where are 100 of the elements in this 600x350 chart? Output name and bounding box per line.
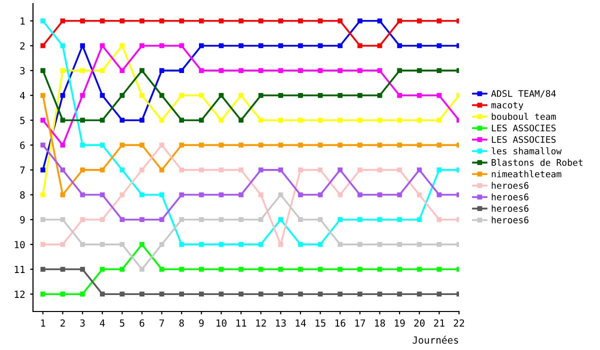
point	[278, 142, 284, 148]
point	[377, 242, 382, 247]
point	[140, 292, 144, 297]
point	[258, 292, 264, 297]
x-tick-label: 22	[454, 319, 464, 327]
x-tick-label: 4	[100, 319, 105, 327]
legend-label: macoty	[491, 102, 524, 110]
point	[358, 192, 362, 198]
point	[436, 118, 442, 123]
point	[416, 292, 422, 297]
point	[416, 68, 422, 73]
point	[159, 118, 164, 123]
point	[358, 18, 362, 24]
y-tick-label: 8	[20, 191, 25, 199]
point	[238, 266, 244, 272]
point	[179, 18, 184, 24]
point	[60, 118, 66, 123]
point	[179, 167, 184, 172]
point	[416, 192, 422, 198]
point	[258, 43, 264, 48]
point	[218, 92, 224, 98]
point	[60, 92, 66, 98]
point	[436, 167, 442, 172]
point	[40, 292, 46, 297]
point	[436, 18, 442, 24]
point	[436, 68, 442, 73]
point	[318, 167, 323, 172]
x-tick-label: 8	[179, 319, 184, 327]
point	[100, 242, 105, 247]
point	[40, 266, 46, 272]
point	[258, 142, 264, 148]
point	[298, 118, 303, 123]
point	[238, 217, 244, 222]
point	[436, 217, 442, 222]
x-tick-label: 5	[120, 319, 124, 327]
point	[218, 118, 224, 123]
point	[179, 142, 184, 148]
point	[238, 167, 244, 172]
point	[80, 92, 85, 98]
point	[377, 167, 382, 172]
point	[436, 266, 442, 272]
point	[238, 192, 244, 198]
point	[218, 142, 224, 148]
point	[40, 167, 46, 172]
point	[140, 242, 144, 247]
x-tick-label: 12	[256, 319, 266, 327]
point	[60, 192, 66, 198]
point	[436, 92, 442, 98]
point	[80, 192, 85, 198]
point	[358, 292, 362, 297]
point	[80, 118, 85, 123]
point	[377, 217, 382, 222]
point	[258, 68, 264, 73]
point	[218, 68, 224, 73]
point	[436, 43, 442, 48]
point	[218, 192, 224, 198]
point	[40, 43, 46, 48]
legend-label: les shamallow	[492, 147, 562, 154]
point	[100, 68, 105, 73]
point	[198, 167, 204, 172]
point	[358, 167, 362, 172]
legend-label: LES ASSOCIES	[492, 136, 556, 143]
point	[159, 217, 164, 222]
x-tick-label: 18	[375, 319, 385, 327]
point	[179, 92, 184, 98]
point	[338, 92, 343, 98]
point	[397, 92, 402, 98]
legend-label: bouboul team	[492, 112, 556, 120]
y-tick-label: 4	[20, 92, 25, 100]
point	[120, 167, 125, 172]
point	[100, 217, 105, 222]
point	[278, 118, 284, 123]
point	[179, 68, 184, 73]
point	[80, 292, 85, 297]
point	[40, 118, 46, 123]
point	[120, 18, 125, 24]
point	[338, 242, 343, 247]
x-tick-label: 17	[355, 319, 366, 327]
point	[298, 92, 303, 98]
point	[436, 292, 442, 297]
y-tick-label: 6	[20, 142, 25, 149]
point	[140, 68, 144, 73]
point	[436, 242, 442, 247]
point	[358, 118, 362, 123]
point	[397, 142, 402, 148]
point	[258, 118, 264, 123]
point	[298, 18, 303, 24]
point	[416, 92, 422, 98]
point	[179, 217, 184, 222]
point	[198, 292, 204, 297]
legend-label: ADSL TEAM/84	[491, 90, 556, 98]
point	[80, 167, 85, 172]
y-tick-label: 9	[20, 216, 25, 224]
y-tick-label: 10	[14, 240, 25, 248]
point	[238, 43, 244, 48]
point	[377, 192, 382, 198]
point	[397, 217, 402, 222]
point	[397, 266, 402, 272]
point	[60, 292, 66, 297]
point	[198, 18, 204, 24]
